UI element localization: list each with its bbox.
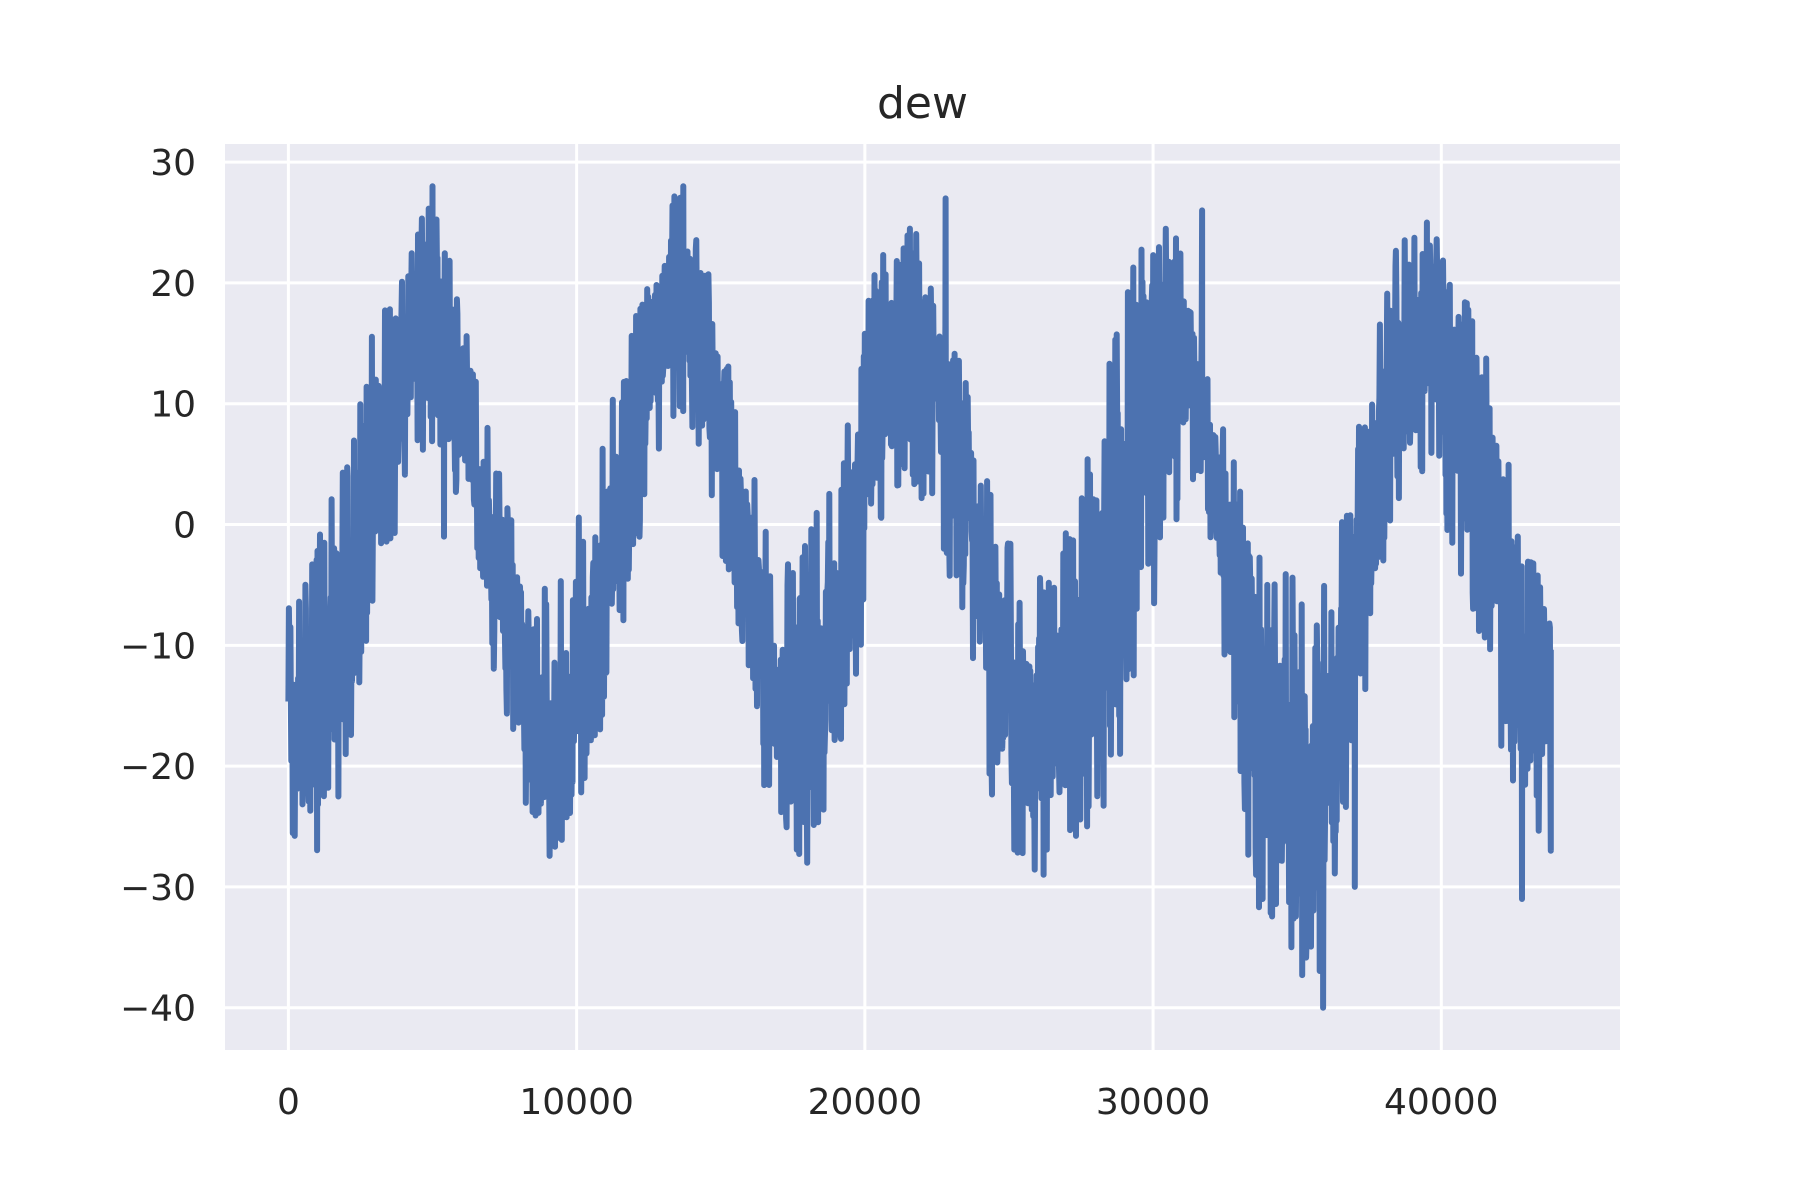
y-tick-label: −30: [120, 868, 196, 909]
series-line: [285, 183, 1554, 1011]
y-tick-label: 10: [150, 385, 196, 426]
y-tick-label: 0: [173, 506, 196, 547]
chart-title: dew: [877, 78, 968, 129]
x-tick-label: 40000: [1384, 1082, 1499, 1123]
x-tick-label: 20000: [808, 1082, 923, 1123]
tick-labels: 0 10000 20000 30000 40000 30 20 10 0 −10 −20 −30 −40: [120, 143, 1499, 1123]
x-tick-label: 30000: [1096, 1082, 1211, 1123]
y-tick-label: 20: [150, 264, 196, 305]
y-tick-label: −10: [120, 626, 196, 667]
y-tick-label: 30: [150, 143, 196, 184]
y-tick-label: −40: [120, 989, 196, 1030]
series-dew: [285, 183, 1554, 1011]
x-tick-label: 10000: [519, 1082, 634, 1123]
y-tick-label: −20: [120, 747, 196, 788]
x-tick-label: 0: [277, 1082, 300, 1123]
